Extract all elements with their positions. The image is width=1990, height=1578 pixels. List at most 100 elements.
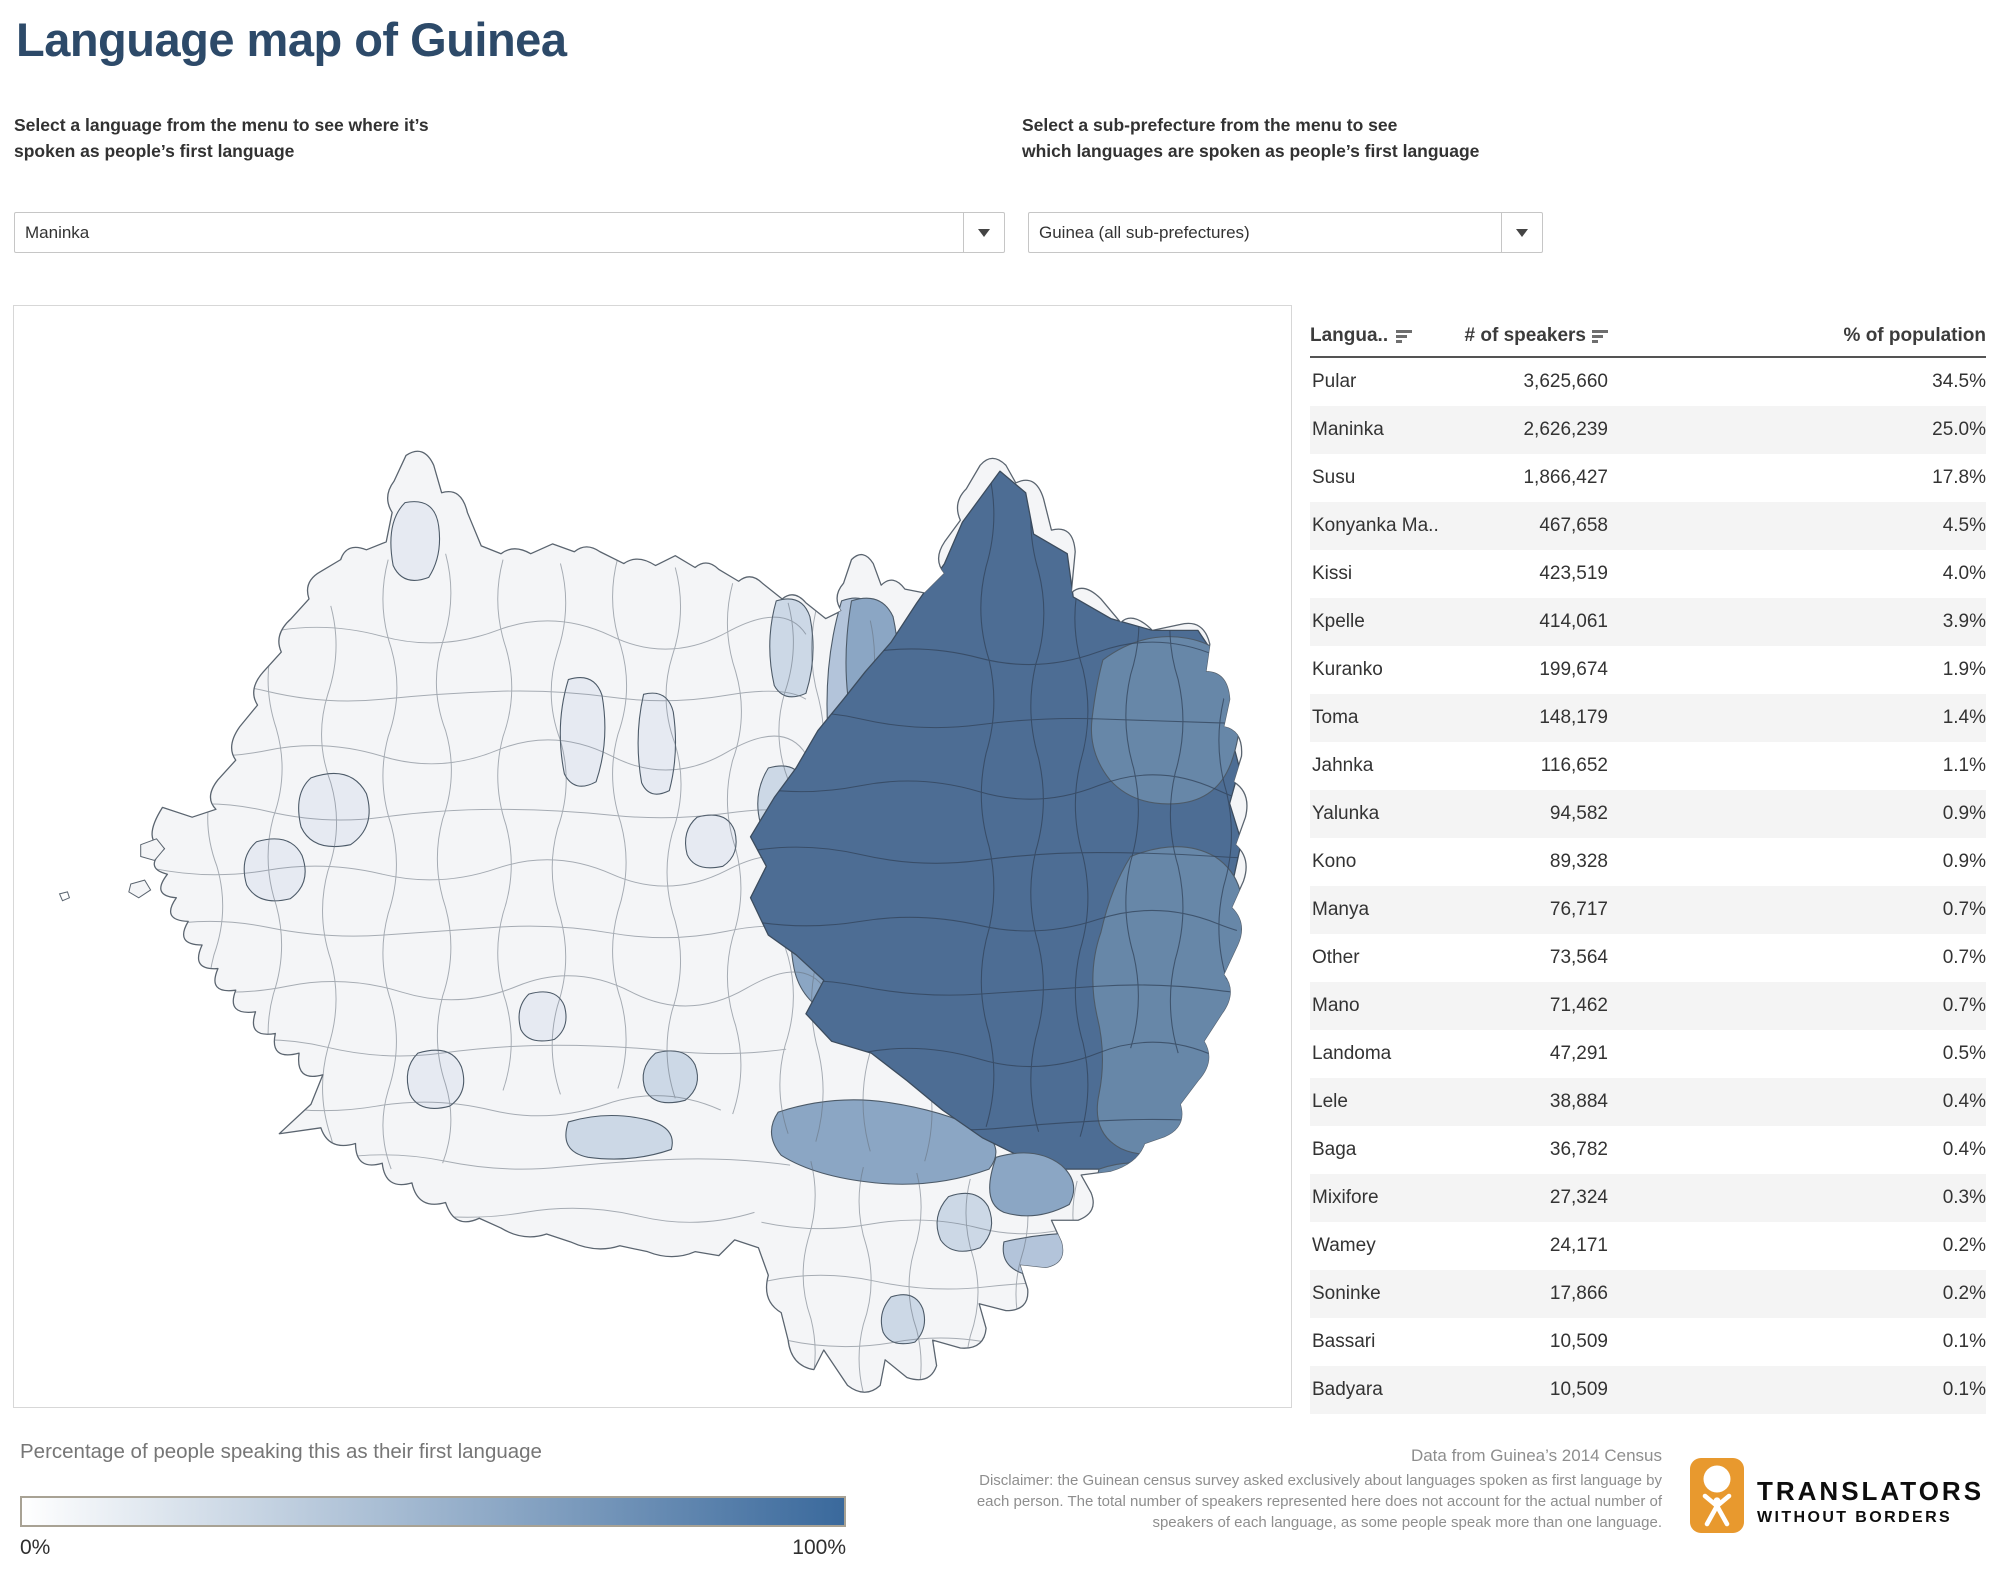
language-table-body: Pular 3,625,660 34.5% Maninka 2,626,239 25.0%…	[1310, 358, 1986, 1414]
chevron-down-icon	[978, 228, 990, 237]
speakers-cell: 1,866,427	[1523, 467, 1608, 488]
speakers-cell: 71,462	[1549, 995, 1608, 1016]
percent-cell: 1.1%	[1942, 755, 1986, 776]
twb-logo-line1: TRANSLATORS	[1757, 1476, 1985, 1506]
map-region[interactable]	[406, 1049, 465, 1109]
table-row[interactable]: Konyanka Ma.. 467,658 4.5%	[1310, 502, 1986, 550]
language-cell: Konyanka Ma..	[1312, 515, 1439, 536]
speakers-cell: 27,324	[1549, 1187, 1608, 1208]
map-region[interactable]	[559, 677, 606, 787]
language-dropdown[interactable]: Maninka	[14, 212, 1005, 253]
language-selector-label-line1: Select a language from the menu to see w…	[14, 115, 429, 135]
table-row[interactable]: Lele 38,884 0.4%	[1310, 1078, 1986, 1126]
map-region[interactable]	[770, 1099, 997, 1185]
subprefecture-dropdown-arrow-button[interactable]	[1501, 213, 1542, 252]
language-dropdown-arrow-button[interactable]	[963, 213, 1004, 252]
table-row[interactable]: Susu 1,866,427 17.8%	[1310, 454, 1986, 502]
subprefecture-selector-label-line2: which languages are spoken as people’s f…	[1022, 141, 1480, 161]
map-region[interactable]	[1094, 1162, 1180, 1229]
map-region[interactable]	[1090, 636, 1241, 805]
language-table: Langua.. # of speakers % of population P…	[1310, 316, 1986, 1414]
table-row[interactable]: Kpelle 414,061 3.9%	[1310, 598, 1986, 646]
language-cell: Yalunka	[1312, 803, 1380, 824]
language-cell: Toma	[1312, 707, 1359, 728]
language-cell: Pular	[1312, 371, 1357, 392]
map-region[interactable]	[637, 692, 677, 795]
percent-cell: 0.2%	[1942, 1283, 1986, 1304]
map-region[interactable]	[1002, 1232, 1162, 1280]
speakers-cell: 116,652	[1540, 755, 1608, 776]
coastal-islands	[58, 838, 166, 902]
speakers-cell: 10,509	[1549, 1331, 1608, 1352]
table-row[interactable]: Kono 89,328 0.9%	[1310, 838, 1986, 886]
percent-cell: 1.4%	[1942, 707, 1986, 728]
percent-cell: 0.4%	[1942, 1091, 1986, 1112]
percent-cell: 0.7%	[1942, 947, 1986, 968]
map-region[interactable]	[936, 1192, 993, 1252]
map-region[interactable]	[518, 991, 567, 1042]
language-cell: Kuranko	[1312, 659, 1383, 680]
disclaimer-text: Disclaimer: the Guinean census survey as…	[880, 1470, 1662, 1533]
table-row[interactable]: Badyara 10,509 0.1%	[1310, 1366, 1986, 1414]
low-percentage-subprefectures[interactable]	[243, 501, 737, 1109]
table-row[interactable]: Maninka 2,626,239 25.0%	[1310, 406, 1986, 454]
speakers-cell: 76,717	[1549, 899, 1608, 920]
speakers-cell: 199,674	[1539, 659, 1608, 680]
table-row[interactable]: Soninke 17,866 0.2%	[1310, 1270, 1986, 1318]
table-row[interactable]: Bassari 10,509 0.1%	[1310, 1318, 1986, 1366]
percent-cell: 25.0%	[1932, 419, 1986, 440]
map-region[interactable]	[880, 1294, 926, 1345]
language-dropdown-value[interactable]: Maninka	[25, 222, 90, 242]
language-cell: Soninke	[1312, 1283, 1381, 1304]
speakers-cell: 467,658	[1539, 515, 1608, 536]
map-region[interactable]	[642, 1050, 698, 1104]
map-region[interactable]	[1092, 846, 1254, 1155]
map-region[interactable]	[243, 838, 306, 902]
sort-icon[interactable]	[1592, 329, 1608, 343]
table-row[interactable]: Kuranko 199,674 1.9%	[1310, 646, 1986, 694]
table-row[interactable]: Kissi 423,519 4.0%	[1310, 550, 1986, 598]
table-row[interactable]: Wamey 24,171 0.2%	[1310, 1222, 1986, 1270]
language-cell: Wamey	[1312, 1235, 1376, 1256]
table-row[interactable]: Baga 36,782 0.4%	[1310, 1126, 1986, 1174]
speakers-cell: 3,625,660	[1523, 371, 1608, 392]
percent-cell: 0.1%	[1942, 1331, 1986, 1352]
table-row[interactable]: Pular 3,625,660 34.5%	[1310, 358, 1986, 406]
language-table-header: Langua.. # of speakers % of population	[1310, 316, 1986, 358]
map-region[interactable]	[684, 814, 737, 869]
table-row[interactable]: Landoma 47,291 0.5%	[1310, 1030, 1986, 1078]
guinea-choropleth-map[interactable]	[14, 306, 1291, 1407]
table-row[interactable]: Toma 148,179 1.4%	[1310, 694, 1986, 742]
percent-cell: 0.2%	[1942, 1235, 1986, 1256]
speakers-cell: 148,179	[1539, 707, 1608, 728]
table-row[interactable]: Jahnka 116,652 1.1%	[1310, 742, 1986, 790]
map-region[interactable]	[390, 501, 441, 581]
map-region[interactable]	[298, 772, 370, 848]
column-header-speakers[interactable]: # of speakers	[1464, 325, 1586, 346]
table-row[interactable]: Manya 76,717 0.7%	[1310, 886, 1986, 934]
percent-cell: 0.4%	[1942, 1139, 1986, 1160]
twb-logo-line2: WITHOUT BORDERS	[1757, 1509, 1953, 1526]
percent-cell: 0.9%	[1942, 803, 1986, 824]
map-region[interactable]	[1151, 1217, 1202, 1269]
table-row[interactable]: Mixifore 27,324 0.3%	[1310, 1174, 1986, 1222]
map-region[interactable]	[1054, 1298, 1105, 1353]
speakers-cell: 47,291	[1549, 1043, 1608, 1064]
language-cell: Jahnka	[1312, 755, 1374, 776]
percent-cell: 1.9%	[1942, 659, 1986, 680]
sort-icon[interactable]	[1396, 329, 1413, 343]
table-row[interactable]: Yalunka 94,582 0.9%	[1310, 790, 1986, 838]
map-region[interactable]	[565, 1114, 673, 1160]
percent-cell: 3.9%	[1942, 611, 1986, 632]
table-row[interactable]: Other 73,564 0.7%	[1310, 934, 1986, 982]
subprefecture-dropdown-value[interactable]: Guinea (all sub-prefectures)	[1039, 222, 1250, 242]
percent-cell: 4.5%	[1942, 515, 1986, 536]
map-region[interactable]	[769, 598, 814, 698]
map-region[interactable]	[989, 1152, 1075, 1217]
table-row[interactable]: Mano 71,462 0.7%	[1310, 982, 1986, 1030]
subprefecture-dropdown[interactable]: Guinea (all sub-prefectures)	[1028, 212, 1543, 253]
language-cell: Bassari	[1312, 1331, 1376, 1352]
column-header-language[interactable]: Langua..	[1310, 325, 1389, 346]
column-header-population[interactable]: % of population	[1843, 325, 1986, 346]
language-cell: Other	[1312, 947, 1360, 968]
